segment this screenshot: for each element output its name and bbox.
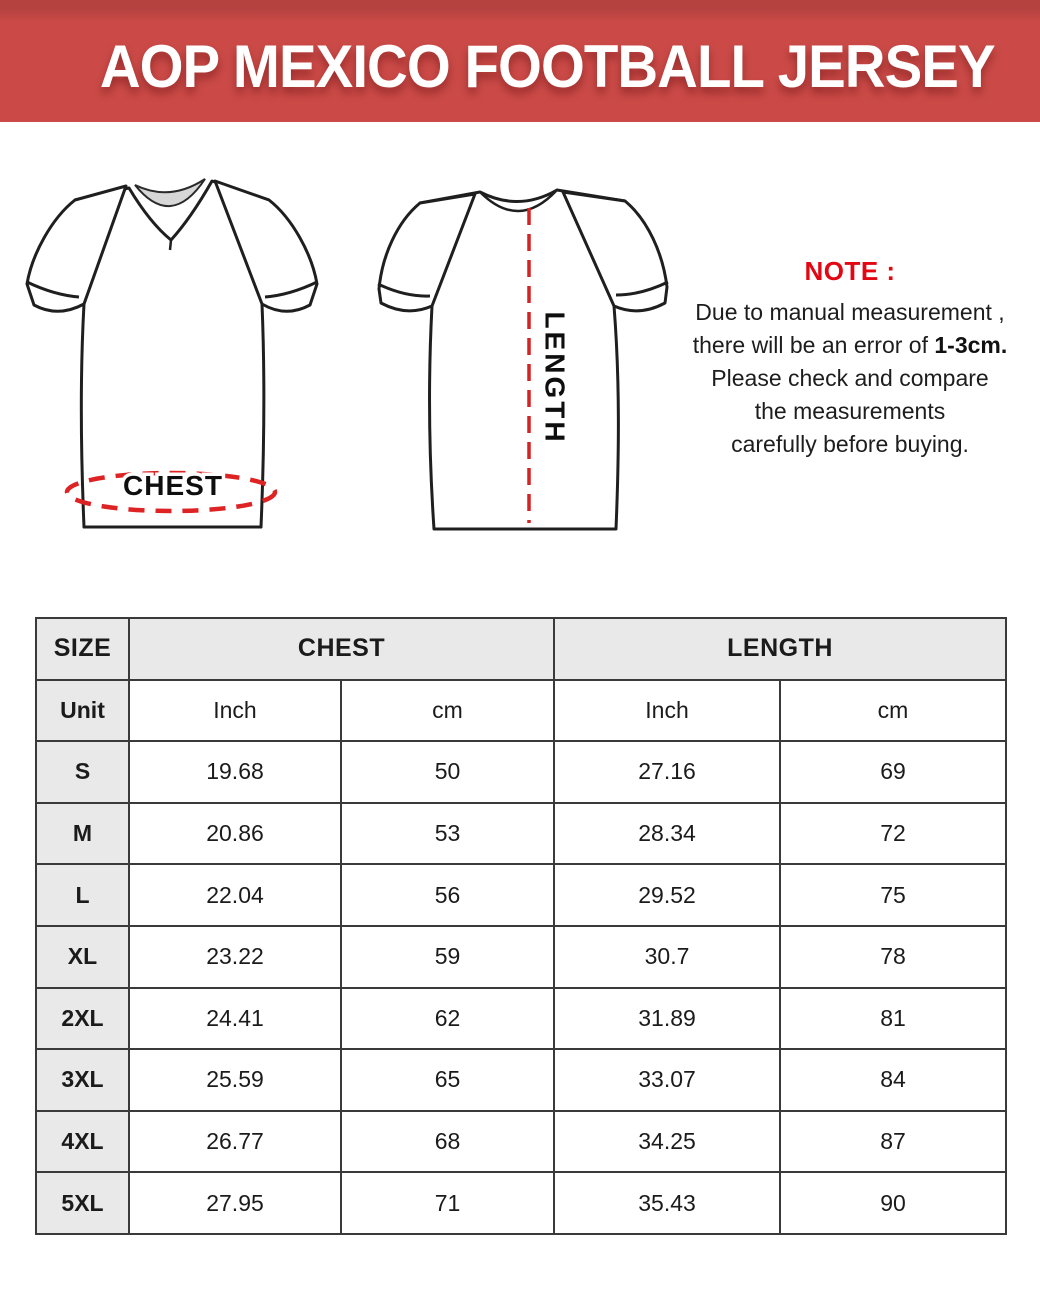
title-banner: AOP MEXICO FOOTBALL JERSEY	[0, 0, 1040, 122]
back-jersey-left-sleeve	[377, 192, 477, 313]
length-inch-unit: Inch	[553, 678, 782, 743]
chest-inch-cell: 26.77	[128, 1109, 342, 1174]
size-cell: 5XL	[35, 1171, 130, 1235]
length-inch-cell: 34.25	[553, 1109, 782, 1174]
chest-inch-cell: 22.04	[128, 863, 342, 927]
chest-label: CHEST	[123, 470, 223, 501]
back-jersey-right-sleeve	[561, 190, 669, 313]
front-collar-notch	[168, 239, 173, 251]
front-jersey-body	[73, 179, 271, 529]
chest-inch-cell: 27.95	[128, 1171, 342, 1235]
length-inch-cell: 27.16	[553, 740, 782, 804]
length-inch-cell: 31.89	[553, 986, 782, 1051]
note-heading: NOTE :	[804, 256, 896, 286]
length-cm-unit: cm	[779, 678, 1008, 743]
size-col-header: SIZE	[35, 617, 130, 681]
table-header-row: SIZE CHEST LENGTH	[35, 617, 1008, 681]
note-line: the measurements	[754, 398, 946, 424]
size-table: SIZE CHEST LENGTH Unit Inch cm Inch cm S…	[35, 617, 1008, 1235]
length-inch-cell: 35.43	[553, 1171, 782, 1235]
size-cell: 4XL	[35, 1109, 130, 1174]
back-left-cuff-band	[377, 282, 431, 298]
front-right-cuff-band	[264, 280, 318, 299]
length-inch-cell: 29.52	[553, 863, 782, 927]
table-row-xl: XL 23.22 59 30.7 78	[35, 924, 1008, 989]
length-cm-cell: 78	[779, 924, 1008, 989]
chest-cm-unit: cm	[339, 678, 556, 743]
size-cell: 2XL	[35, 986, 130, 1051]
page-title: AOP MEXICO FOOTBALL JERSEY	[99, 32, 996, 100]
chest-cm-cell: 68	[339, 1109, 556, 1174]
length-inch-cell: 28.34	[553, 801, 782, 866]
length-col-header: LENGTH	[553, 617, 1008, 681]
size-cell: 3XL	[35, 1048, 130, 1112]
unit-label: Unit	[35, 678, 130, 743]
chest-cm-cell: 65	[339, 1048, 556, 1112]
front-collar-inner	[134, 178, 206, 208]
note-error-range: 1-3cm.	[934, 332, 1008, 358]
back-right-cuff-band	[615, 280, 669, 297]
chest-inch-cell: 23.22	[128, 924, 342, 989]
table-row-s: S 19.68 50 27.16 69	[35, 740, 1008, 804]
chest-cm-cell: 59	[339, 924, 556, 989]
back-jersey-illustration: LENGTH	[377, 188, 669, 531]
back-collar-band	[480, 190, 557, 213]
table-row-m: M 20.86 53 28.34 72	[35, 801, 1008, 866]
length-label: LENGTH	[540, 311, 571, 444]
table-row-5xl: 5XL 27.95 71 35.43 90	[35, 1171, 1008, 1235]
table-row-2xl: 2XL 24.41 62 31.89 81	[35, 986, 1008, 1051]
front-jersey-illustration: CHEST	[25, 178, 319, 529]
chest-inch-cell: 25.59	[128, 1048, 342, 1112]
front-jersey-left-sleeve	[25, 184, 128, 313]
length-cm-cell: 72	[779, 801, 1008, 866]
chest-inch-cell: 19.68	[128, 740, 342, 804]
size-cell: M	[35, 801, 130, 866]
table-row-3xl: 3XL 25.59 65 33.07 84	[35, 1048, 1008, 1112]
table-row-4xl: 4XL 26.77 68 34.25 87	[35, 1109, 1008, 1174]
front-jersey-right-sleeve	[213, 179, 319, 313]
size-cell: L	[35, 863, 130, 927]
length-cm-cell: 87	[779, 1109, 1008, 1174]
length-inch-cell: 30.7	[553, 924, 782, 989]
measurement-note: NOTE : Due to manual measurement , there…	[686, 256, 1014, 461]
note-line: carefully before buying.	[731, 431, 969, 457]
chest-cm-cell: 50	[339, 740, 556, 804]
chest-col-header: CHEST	[127, 617, 556, 681]
unit-row: Unit Inch cm Inch cm	[35, 678, 1008, 743]
length-cm-cell: 84	[779, 1048, 1008, 1112]
chest-measure-ellipse	[64, 470, 278, 514]
table-row-l: L 22.04 56 29.52 75	[35, 863, 1008, 927]
size-cell: XL	[35, 924, 130, 989]
length-cm-cell: 69	[779, 740, 1008, 804]
size-cell: S	[35, 740, 130, 804]
chest-inch-cell: 20.86	[128, 801, 342, 866]
length-cm-cell: 75	[779, 863, 1008, 927]
back-jersey-body	[418, 188, 627, 531]
chest-cm-cell: 56	[339, 863, 556, 927]
chest-cm-cell: 62	[339, 986, 556, 1051]
note-line: Please check and compare	[711, 365, 989, 391]
note-line: Due to manual measurement ,	[695, 299, 1005, 325]
length-inch-cell: 33.07	[553, 1048, 782, 1112]
front-left-cuff-band	[26, 280, 80, 299]
note-line: there will be an error of 1-3cm.	[686, 329, 1014, 362]
chest-inch-cell: 24.41	[128, 986, 342, 1051]
chest-inch-unit: Inch	[128, 678, 342, 743]
length-cm-cell: 90	[779, 1171, 1008, 1235]
length-cm-cell: 81	[779, 986, 1008, 1051]
note-line-text: there will be an error of	[692, 332, 935, 358]
chest-cm-cell: 53	[339, 801, 556, 866]
chest-cm-cell: 71	[339, 1171, 556, 1235]
